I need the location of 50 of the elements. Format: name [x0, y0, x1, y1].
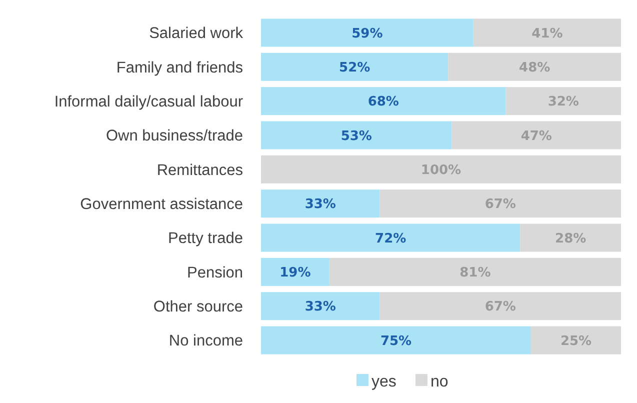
y-tick-label: Other source — [153, 298, 243, 316]
bar — [506, 87, 621, 116]
bar — [531, 326, 621, 354]
data-label: 59% — [352, 26, 383, 42]
y-tick-label: Salaried work — [149, 25, 244, 42]
data-label: 48% — [519, 60, 550, 76]
y-tick-label: Remittances — [156, 162, 244, 179]
data-label: 19% — [280, 265, 311, 280]
y-tick-label: Government assistance — [80, 196, 243, 214]
y-tick-label: Pension — [186, 264, 243, 282]
y-tick-label: Own business/trade — [106, 128, 243, 145]
y-tick-label: No income — [168, 332, 243, 350]
bar — [520, 224, 621, 252]
y-tick-label: Family and friends — [116, 59, 244, 76]
data-label: 67% — [484, 300, 516, 315]
data-label: 52% — [339, 60, 370, 76]
data-label: 47% — [520, 128, 552, 144]
data-label: 67% — [484, 197, 516, 212]
data-label: 75% — [380, 334, 412, 349]
bar — [261, 292, 380, 320]
data-label: 81% — [460, 265, 491, 280]
bar — [329, 258, 621, 286]
data-label: 68% — [368, 94, 399, 110]
data-label: 100% — [420, 162, 462, 178]
bar — [261, 52, 448, 81]
data-label: 41% — [532, 26, 563, 42]
bar — [261, 224, 520, 252]
bar — [261, 87, 506, 116]
y-tick-label: Petty trade — [168, 230, 243, 248]
bar — [261, 190, 380, 218]
data-label: 28% — [555, 231, 586, 246]
bar — [261, 155, 621, 184]
data-label: 33% — [304, 300, 336, 315]
data-label: 25% — [560, 334, 592, 349]
bar — [452, 121, 621, 150]
legend-label: yes — [372, 374, 396, 391]
bar — [261, 121, 452, 150]
data-label: 53% — [340, 128, 372, 144]
data-label: 32% — [548, 94, 579, 110]
data-label: 33% — [304, 197, 336, 212]
bar — [261, 18, 474, 47]
y-tick-label: Informal daily/casual labour — [54, 93, 243, 110]
bar — [261, 258, 330, 286]
legend-label: no — [430, 374, 448, 391]
bar — [448, 52, 621, 81]
bar — [473, 18, 621, 47]
bar — [380, 292, 621, 320]
bar — [380, 190, 621, 218]
data-label: 72% — [375, 231, 406, 246]
bar — [261, 326, 531, 354]
